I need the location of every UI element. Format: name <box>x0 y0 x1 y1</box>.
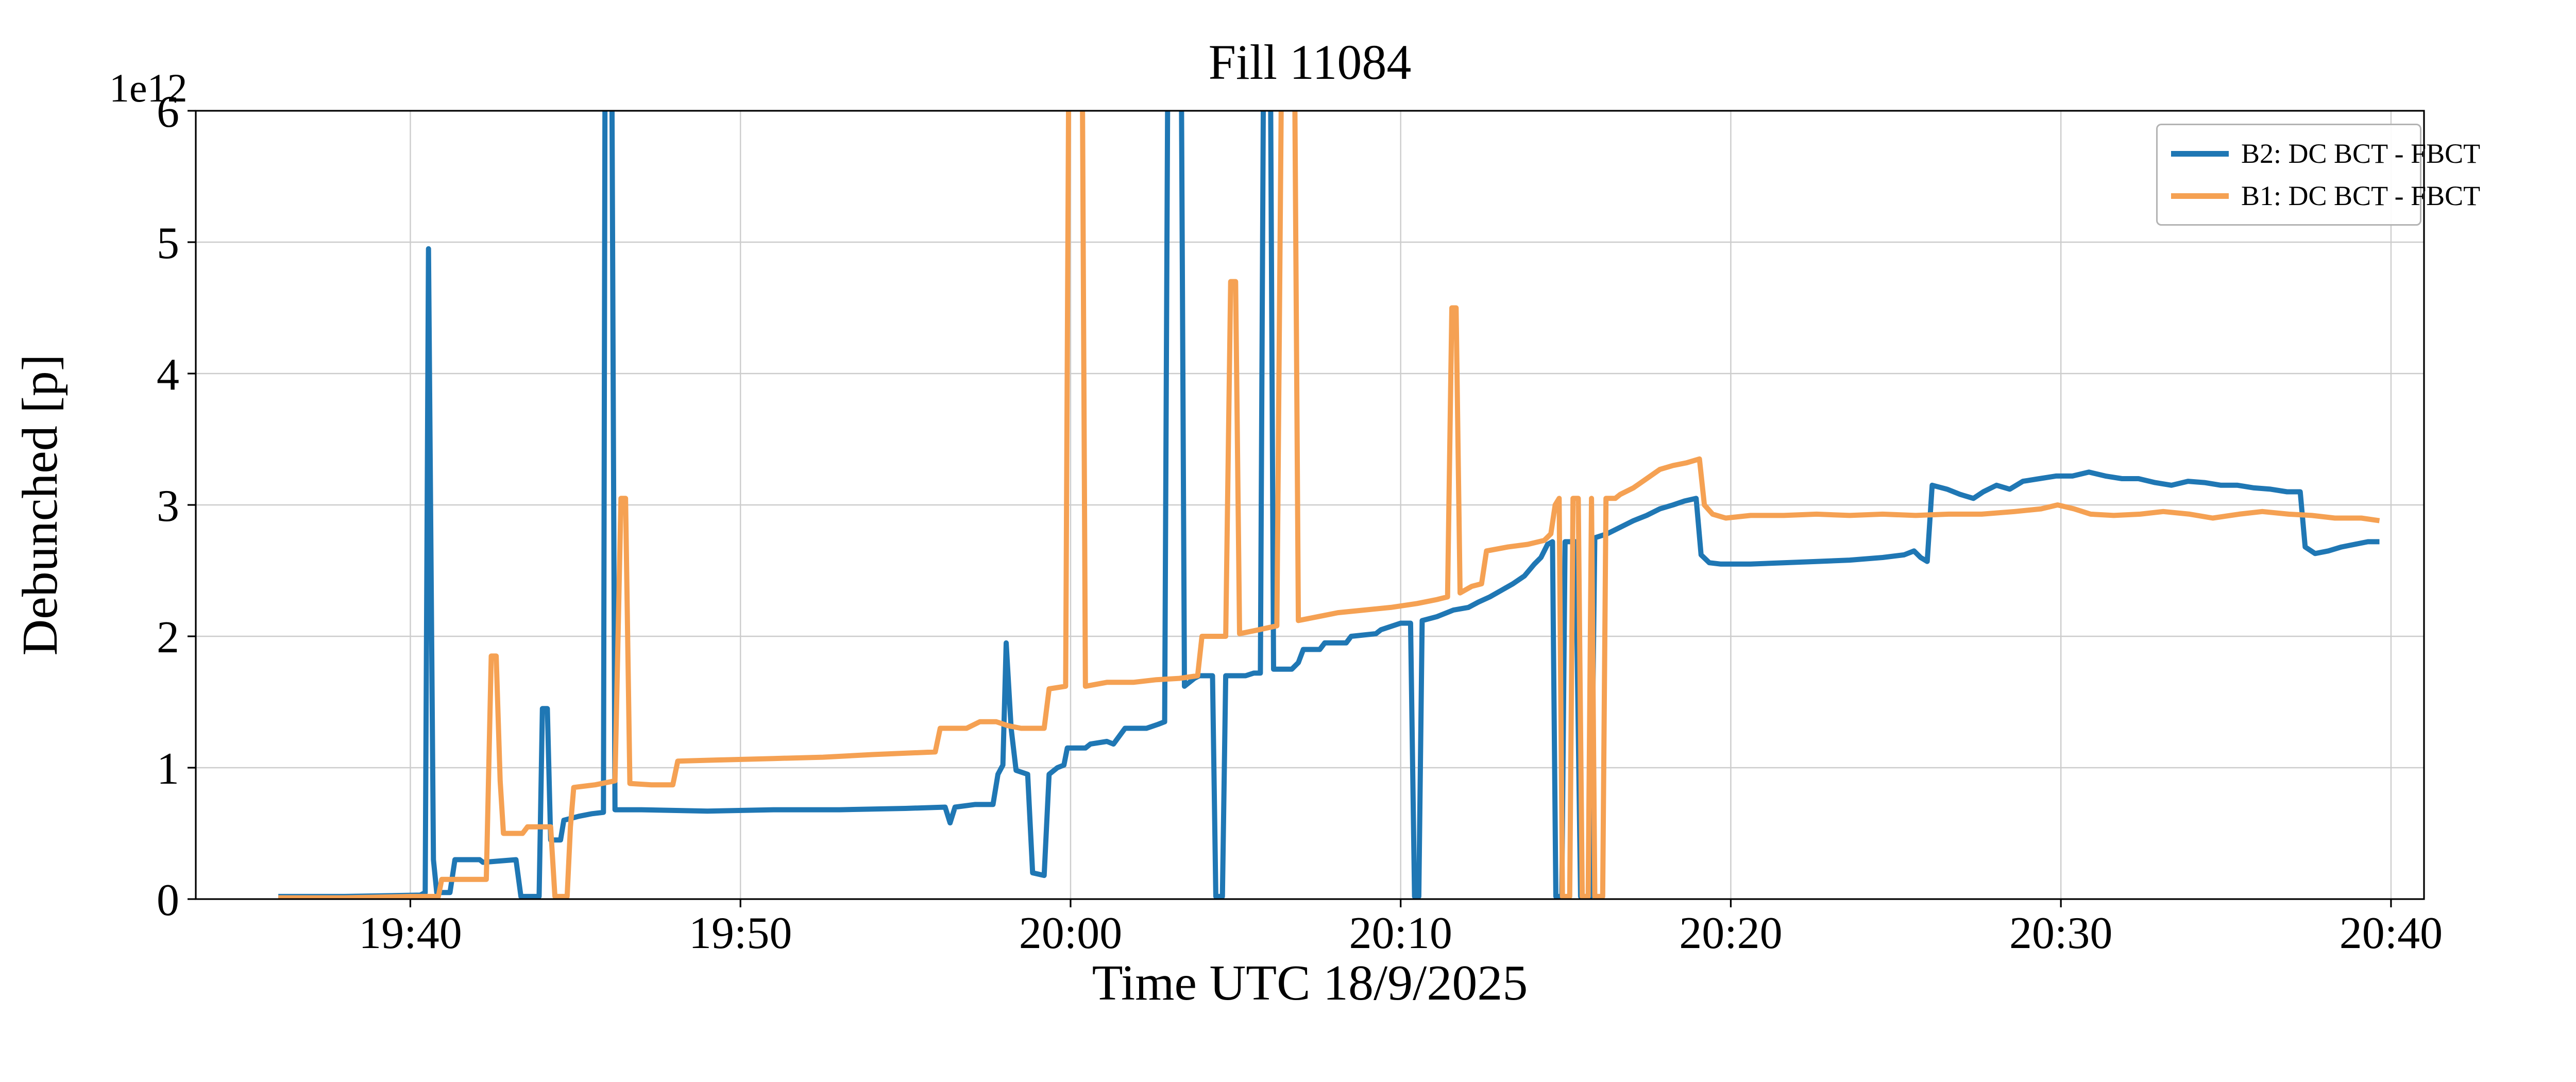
legend-label: B2: DC BCT - FBCT <box>2241 138 2481 169</box>
x-tick-label: 20:40 <box>2340 908 2443 958</box>
legend-entry: B1: DC BCT - FBCT <box>2171 180 2480 212</box>
y-tick-label: 6 <box>157 87 179 137</box>
y-axis-label: Debunched [p] <box>12 354 68 656</box>
y-tick-label: 5 <box>157 218 179 268</box>
x-tick-label: 20:30 <box>2009 908 2112 958</box>
axes-box <box>195 110 2425 900</box>
series-line-b1 <box>278 111 2380 899</box>
y-tick-label: 4 <box>157 350 179 400</box>
y-tick-label: 1 <box>157 744 179 794</box>
y-axis-offset-text: 1e12 <box>109 65 188 110</box>
x-tick-label: 20:10 <box>1349 908 1452 958</box>
x-tick-label: 19:40 <box>359 908 462 958</box>
legend-entry: B2: DC BCT - FBCT <box>2171 138 2480 170</box>
x-tick-label: 20:20 <box>1679 908 1782 958</box>
legend-line-swatch <box>2171 150 2229 157</box>
legend: B2: DC BCT - FBCT B1: DC BCT - FBCT <box>2156 124 2480 226</box>
x-axis-label: Time UTC 18/9/2025 <box>1092 955 1528 1011</box>
y-tick-label: 3 <box>157 481 179 531</box>
series-line-b2 <box>278 111 2380 899</box>
legend-line-swatch <box>2171 193 2229 199</box>
y-tick-label: 2 <box>157 613 179 663</box>
x-tick-label: 20:00 <box>1019 908 1122 958</box>
legend-label: B1: DC BCT - FBCT <box>2241 180 2481 211</box>
y-tick-label: 0 <box>157 875 179 925</box>
chart-title: Fill 11084 <box>1208 35 1412 90</box>
x-tick-label: 19:50 <box>689 908 792 958</box>
